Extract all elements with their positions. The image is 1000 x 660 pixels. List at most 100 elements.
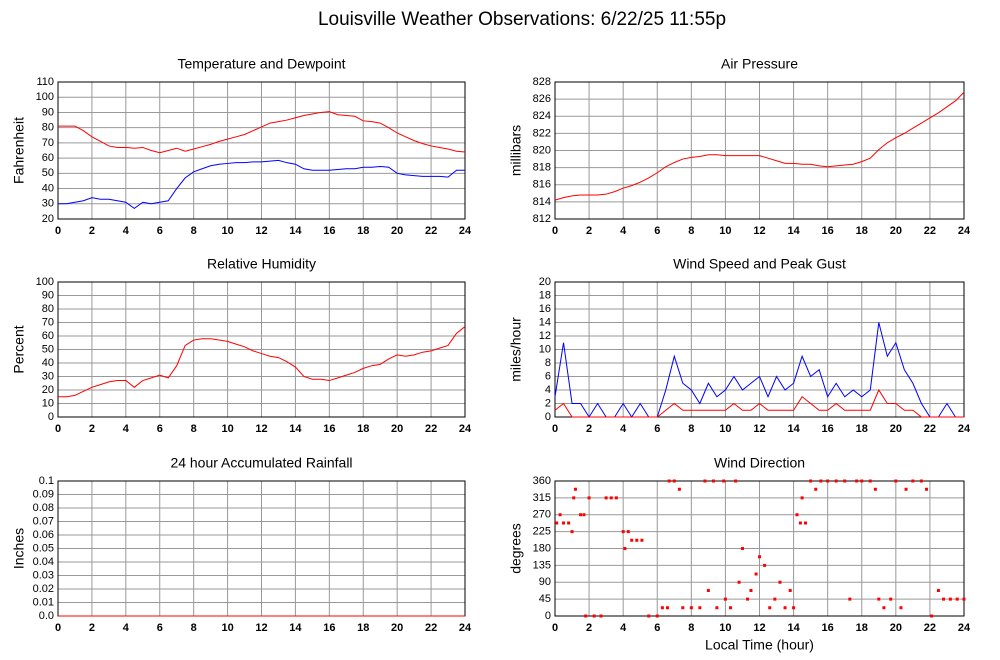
x-tick-label: 14: [289, 225, 302, 237]
data-point: [834, 479, 838, 483]
y-tick-label: 18: [539, 289, 551, 301]
x-tick-label: 20: [391, 423, 403, 435]
data-point: [882, 606, 886, 610]
data-point: [667, 479, 671, 483]
data-point: [604, 496, 608, 500]
y-tick-label: 0.05: [33, 542, 54, 554]
x-tick-label: 24: [459, 423, 472, 435]
data-point: [773, 597, 777, 601]
x-tick-label: 24: [958, 225, 971, 237]
y-tick-label: 0.03: [33, 569, 54, 581]
y-tick-label: 826: [533, 93, 551, 105]
x-tick-label: 22: [924, 622, 936, 634]
data-point: [819, 479, 823, 483]
data-point: [555, 521, 559, 525]
x-tick-label: 0: [55, 423, 61, 435]
data-point: [754, 572, 758, 576]
data-point: [911, 479, 915, 483]
y-tick-label: 818: [533, 162, 551, 174]
y-axis-label: Fahrenheit: [11, 117, 27, 184]
data-point: [567, 521, 571, 525]
y-tick-label: 0.06: [33, 529, 54, 541]
y-tick-label: 100: [36, 276, 54, 288]
y-tick-label: 270: [533, 509, 551, 521]
y-tick-label: 90: [42, 106, 54, 118]
y-tick-label: 10: [42, 397, 54, 409]
data-point: [573, 487, 577, 491]
x-tick-label: 14: [787, 622, 800, 634]
data-point: [795, 513, 799, 517]
x-tick-label: 18: [357, 622, 369, 634]
y-tick-label: 0.02: [33, 583, 54, 595]
data-point: [848, 597, 852, 601]
x-tick-label: 2: [586, 225, 592, 237]
data-line: [58, 159, 465, 209]
y-tick-label: 814: [533, 196, 551, 208]
data-point: [804, 521, 808, 525]
x-tick-label: 18: [357, 225, 369, 237]
data-point: [729, 606, 733, 610]
y-tick-label: 816: [533, 179, 551, 191]
x-tick-label: 20: [890, 622, 902, 634]
y-tick-label: 315: [533, 492, 551, 504]
y-tick-label: 20: [42, 213, 54, 225]
x-tick-label: 10: [719, 225, 731, 237]
x-tick-label: 22: [425, 225, 437, 237]
data-line: [58, 326, 466, 398]
y-tick-label: 828: [533, 76, 551, 88]
y-tick-label: 60: [42, 330, 54, 342]
data-point: [630, 538, 634, 542]
x-tick-label: 12: [255, 622, 267, 634]
y-tick-label: 824: [533, 110, 551, 122]
y-tick-label: 20: [42, 384, 54, 396]
x-tick-label: 6: [654, 622, 660, 634]
y-tick-label: 40: [42, 357, 54, 369]
data-line: [554, 91, 965, 201]
data-point: [798, 521, 802, 525]
x-tick-label: 6: [654, 225, 660, 237]
y-tick-label: 90: [539, 576, 551, 588]
y-axis-label: millibars: [508, 125, 524, 176]
x-tick-label: 4: [123, 622, 130, 634]
x-tick-label: 24: [958, 423, 971, 435]
data-point: [860, 479, 864, 483]
data-point: [740, 547, 744, 550]
data-point: [763, 563, 767, 567]
page-title: Louisville Weather Observations: 6/22/25…: [318, 9, 726, 30]
data-point: [681, 606, 685, 610]
x-tick-label: 8: [688, 622, 694, 634]
plot-frame: [554, 281, 965, 418]
data-point: [925, 487, 929, 491]
y-tick-label: 135: [533, 559, 551, 571]
x-tick-label: 22: [425, 622, 437, 634]
x-tick-label: 22: [425, 423, 437, 435]
y-axis-label: Inches: [11, 528, 27, 569]
x-tick-label: 14: [787, 423, 800, 435]
y-tick-label: 180: [533, 542, 551, 554]
y-tick-label: 100: [36, 91, 54, 103]
data-point: [843, 479, 847, 483]
x-tick-label: 12: [753, 423, 765, 435]
plot-frame: [57, 81, 466, 220]
data-point: [626, 530, 630, 534]
y-tick-label: 6: [545, 370, 551, 382]
y-tick-label: 0.08: [33, 502, 54, 514]
y-tick-label: 70: [42, 316, 54, 328]
y-tick-label: 45: [539, 593, 551, 605]
x-tick-label: 6: [157, 423, 163, 435]
y-tick-label: 50: [42, 343, 54, 355]
x-tick-label: 20: [890, 423, 902, 435]
x-tick-label: 6: [157, 225, 163, 237]
y-tick-label: 30: [42, 370, 54, 382]
data-point: [562, 521, 566, 525]
data-point: [711, 479, 715, 483]
x-tick-label: 16: [323, 225, 335, 237]
data-point: [572, 496, 576, 500]
data-line: [554, 388, 964, 418]
y-tick-label: 0.04: [33, 556, 54, 568]
y-tick-label: 0.01: [33, 596, 54, 608]
x-tick-label: 2: [586, 423, 592, 435]
x-tick-label: 12: [255, 423, 267, 435]
data-point: [746, 597, 750, 601]
